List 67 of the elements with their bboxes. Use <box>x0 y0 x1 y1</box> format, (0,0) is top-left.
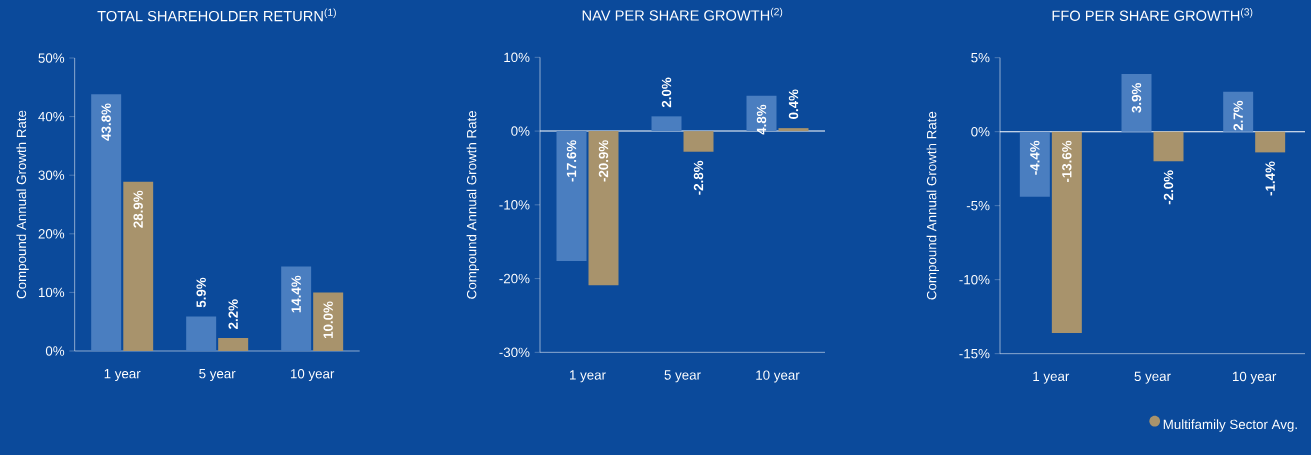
data-label: -17.6% <box>566 140 577 182</box>
bar <box>651 116 682 132</box>
bar <box>1051 131 1082 333</box>
x-tick-label: 5 year <box>664 370 701 383</box>
legend-label: Multifamily Sector Avg. <box>1163 419 1297 432</box>
y-tick-label: 30% <box>38 170 65 180</box>
bar <box>1223 91 1254 132</box>
y-tick-label: -10% <box>959 274 990 285</box>
y-axis-title: Compound Annual Growth Rate <box>466 110 480 299</box>
data-label: 2.7% <box>1233 100 1243 131</box>
chart-title: TOTAL SHAREHOLDER RETURN$^{(1)}$ <box>97 8 336 22</box>
y-tick-label: -15% <box>959 348 990 359</box>
data-label: 4.8% <box>756 104 767 135</box>
x-tick-label: 10 year <box>1232 371 1277 384</box>
x-tick-label: 1 year <box>1033 371 1070 384</box>
bar <box>556 131 587 261</box>
data-label: 2.2% <box>228 299 238 329</box>
bar <box>683 131 714 152</box>
bar <box>1255 131 1286 153</box>
y-axis-title: Compound Annual Growth Rate <box>16 110 29 299</box>
bar <box>281 266 312 351</box>
bar <box>91 94 122 351</box>
y-tick-label: -20% <box>499 273 530 284</box>
y-tick-label: 50% <box>38 53 65 63</box>
data-label: 5.9% <box>196 277 206 308</box>
data-label: -2.0% <box>1163 170 1174 205</box>
y-tick-label: -10% <box>499 200 530 210</box>
data-label: -20.9% <box>598 140 609 182</box>
y-tick-label: 0% <box>971 126 990 137</box>
x-tick-label: 5 year <box>199 369 236 381</box>
y-tick-label: 0% <box>511 126 530 136</box>
data-label: -13.6% <box>1062 140 1072 183</box>
x-tick-label: 10 year <box>290 369 335 382</box>
x-tick-label: 5 year <box>1134 371 1171 384</box>
bar <box>1121 73 1152 132</box>
y-tick-label: 20% <box>38 229 65 239</box>
bar <box>313 292 344 351</box>
data-label: 0.4% <box>788 89 799 119</box>
x-tick-label: 1 year <box>104 369 141 381</box>
bar <box>186 316 217 351</box>
y-tick-label: 0% <box>45 346 65 356</box>
chart-title: FFO PER SHARE GROWTH$^{(3)}$ <box>1052 8 1253 21</box>
bar <box>1019 131 1050 197</box>
y-tick-label: -5% <box>966 200 990 211</box>
data-label: -2.8% <box>693 160 704 195</box>
y-tick-label: -30% <box>499 347 530 358</box>
data-label: 14.4% <box>291 275 301 313</box>
bar <box>123 181 154 351</box>
x-tick-label: 10 year <box>756 370 800 383</box>
y-axis-title: Compound Annual Growth Rate <box>926 111 940 300</box>
bar <box>218 338 249 351</box>
data-label: -4.4% <box>1030 140 1040 175</box>
y-tick-label: 5% <box>971 52 990 63</box>
bar <box>588 131 619 286</box>
data-label: 3.9% <box>1131 83 1142 113</box>
data-label: -1.4% <box>1265 161 1275 196</box>
y-tick-label: 10% <box>38 287 65 298</box>
chart-title: NAV PER SHARE GROWTH$^{(2)}$ <box>582 7 783 21</box>
bar <box>1153 131 1184 162</box>
bar <box>778 128 809 132</box>
data-label: 10.0% <box>323 301 333 339</box>
y-tick-label: 10% <box>504 52 530 63</box>
y-tick-label: 40% <box>38 111 65 122</box>
data-label: 28.9% <box>133 190 143 228</box>
x-tick-label: 1 year <box>570 370 606 383</box>
data-label: 2.0% <box>661 77 672 108</box>
data-label: 43.8% <box>101 103 111 141</box>
